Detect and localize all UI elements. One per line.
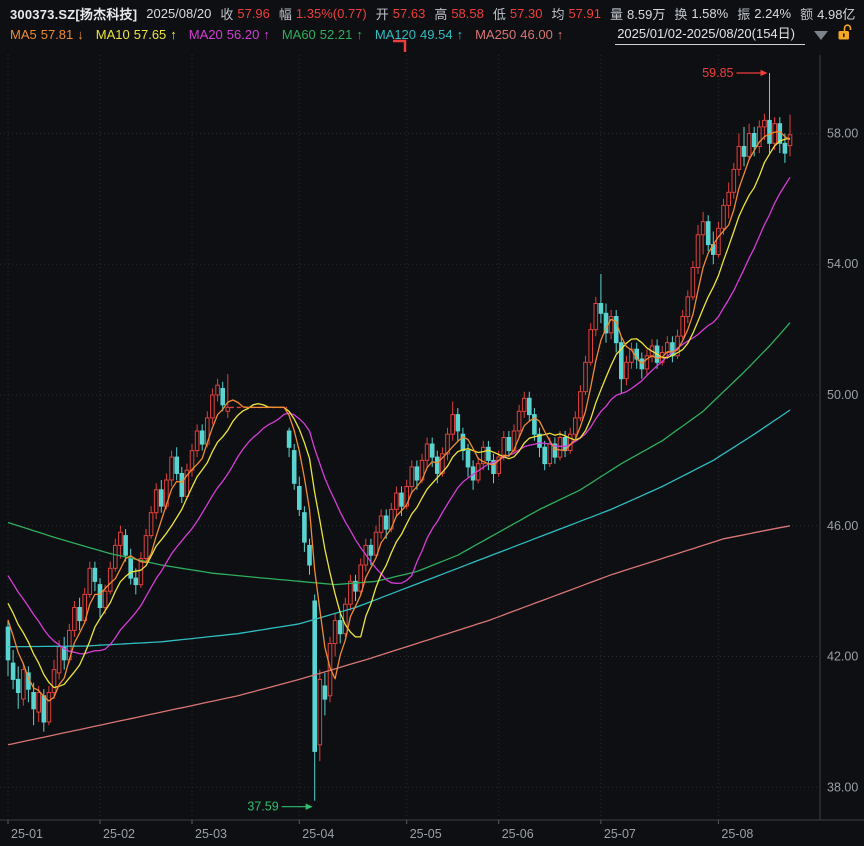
- field-low: 低 57.30: [493, 4, 543, 23]
- ma5-line: [7, 130, 791, 702]
- ma20-legend: MA20 56.20 ↑: [189, 27, 270, 42]
- ma250-arrow-up-icon: ↑: [556, 26, 564, 42]
- ma250-legend: MA250 46.00 ↑: [475, 27, 563, 42]
- ma250-label: MA250: [475, 26, 517, 42]
- field-amount-label: 额: [800, 6, 814, 22]
- ma20-value: 56.20: [226, 26, 260, 42]
- x-axis-label: 25-02: [103, 827, 135, 841]
- ma120-arrow-up-icon: ↑: [456, 26, 464, 42]
- field-low-label: 低: [492, 6, 506, 22]
- field-close-label: 收: [220, 6, 234, 22]
- grid-layer: [0, 55, 820, 820]
- field-high-label: 高: [434, 6, 448, 22]
- ma20-line: [7, 176, 791, 655]
- ma10-line: [7, 137, 791, 689]
- x-axis-label: 25-04: [302, 827, 334, 841]
- ma120-legend: MA120 49.54 ↑: [375, 27, 463, 42]
- ma-legend-row: MA5 57.81 ↓ MA10 57.65 ↑ MA20 56.20 ↑ MA60 52.2…: [10, 25, 563, 43]
- field-avg: 均 57.91: [551, 4, 601, 23]
- field-change: 幅 1.35%(0.77): [279, 4, 367, 23]
- high-price-marker: 59.85: [702, 66, 768, 80]
- field-amount-value: 4.98亿: [817, 6, 856, 22]
- field-turnover-value: 1.58%: [691, 5, 729, 21]
- field-amplitude: 振 2.24%: [737, 4, 791, 23]
- ma60-legend: MA60 52.21 ↑: [282, 27, 363, 42]
- ma5-label: MA5: [10, 26, 37, 42]
- field-amplitude-label: 振: [737, 6, 751, 22]
- ma20-arrow-up-icon: ↑: [263, 26, 270, 42]
- x-axis-label: 25-07: [604, 827, 636, 841]
- y-axis-label: 38.00: [827, 780, 858, 794]
- chevron-down-icon[interactable]: [814, 30, 828, 40]
- x-axis-label: 25-01: [11, 827, 43, 841]
- ma10-arrow-up-icon: ↑: [170, 26, 177, 42]
- field-avg-value: 57.91: [568, 5, 601, 21]
- ma5-value: 57.81: [40, 26, 74, 42]
- x-axis-label: 25-08: [721, 827, 753, 841]
- field-open-value: 57.63: [392, 5, 426, 21]
- y-axis-label: 42.00: [827, 650, 858, 664]
- low-price-marker: 37.59: [247, 800, 313, 814]
- field-volume-label: 量: [610, 6, 624, 22]
- ma120-value: 49.54: [420, 26, 453, 42]
- field-amplitude-value: 2.24%: [754, 5, 792, 21]
- symbol-title: 300373.SZ[扬杰科技]: [10, 6, 138, 22]
- ma120-line: [8, 409, 791, 648]
- field-turnover: 换 1.58%: [674, 4, 728, 23]
- y-axis-label: 58.00: [827, 127, 858, 141]
- field-amount: 额 4.98亿: [800, 4, 855, 23]
- x-axis-label: 25-03: [195, 827, 227, 841]
- y-axis-label: 54.00: [827, 257, 858, 271]
- ma5-legend: MA5 57.81 ↓: [10, 27, 84, 42]
- ma5-arrow-down-icon: ↓: [77, 26, 84, 42]
- ma10-legend: MA10 57.65 ↑: [96, 27, 177, 42]
- field-close-value: 57.96: [237, 5, 270, 21]
- field-turnover-label: 换: [674, 6, 688, 22]
- ma10-label: MA10: [95, 26, 130, 42]
- ma10-value: 57.65: [133, 26, 167, 42]
- field-volume-value: 8.59万: [627, 6, 666, 22]
- field-close: 收 57.96: [220, 4, 270, 23]
- y-axis-label: 50.00: [827, 388, 858, 402]
- field-open-label: 开: [375, 6, 389, 22]
- x-axis-label: 25-05: [410, 827, 442, 841]
- ma60-value: 52.21: [319, 26, 353, 42]
- field-high: 高 58.58: [434, 4, 484, 23]
- field-volume: 量 8.59万: [610, 4, 665, 23]
- ma20-label: MA20: [188, 26, 223, 42]
- field-high-value: 58.58: [451, 5, 484, 21]
- field-change-value: 1.35%(0.77): [295, 5, 367, 21]
- ma60-arrow-up-icon: ↑: [356, 26, 363, 42]
- field-open: 开 57.63: [376, 4, 426, 23]
- field-avg-label: 均: [551, 6, 565, 22]
- low-price-marker-label: 37.59: [247, 800, 278, 814]
- candles-layer: [5, 73, 793, 801]
- ma60-label: MA60: [281, 26, 316, 42]
- y-axis-label: 46.00: [827, 519, 858, 533]
- unlock-icon[interactable]: [837, 23, 852, 46]
- ma250-value: 46.00: [520, 26, 553, 42]
- field-low-value: 57.30: [509, 5, 543, 21]
- quote-header: 300373.SZ[扬杰科技] 2025/08/20 收 57.96 幅 1.35%…: [10, 4, 855, 22]
- field-change-label: 幅: [278, 6, 292, 22]
- date-range-box: 2025/01/02-2025/08/20(154日): [615, 23, 852, 46]
- x-axis-label: 25-06: [502, 827, 534, 841]
- corner-bracket-mark: [393, 39, 407, 52]
- ma250-line: [7, 525, 791, 746]
- date-range-selector[interactable]: 2025/01/02-2025/08/20(154日): [615, 23, 805, 45]
- ma120-label: MA120: [374, 26, 417, 42]
- axis-layer: 58.00 54.00 50.00 46.00 42.00 38.00 25-01 25-02…: [0, 55, 864, 841]
- quote-date: 2025/08/20: [146, 5, 212, 21]
- high-price-marker-label: 59.85: [702, 66, 733, 80]
